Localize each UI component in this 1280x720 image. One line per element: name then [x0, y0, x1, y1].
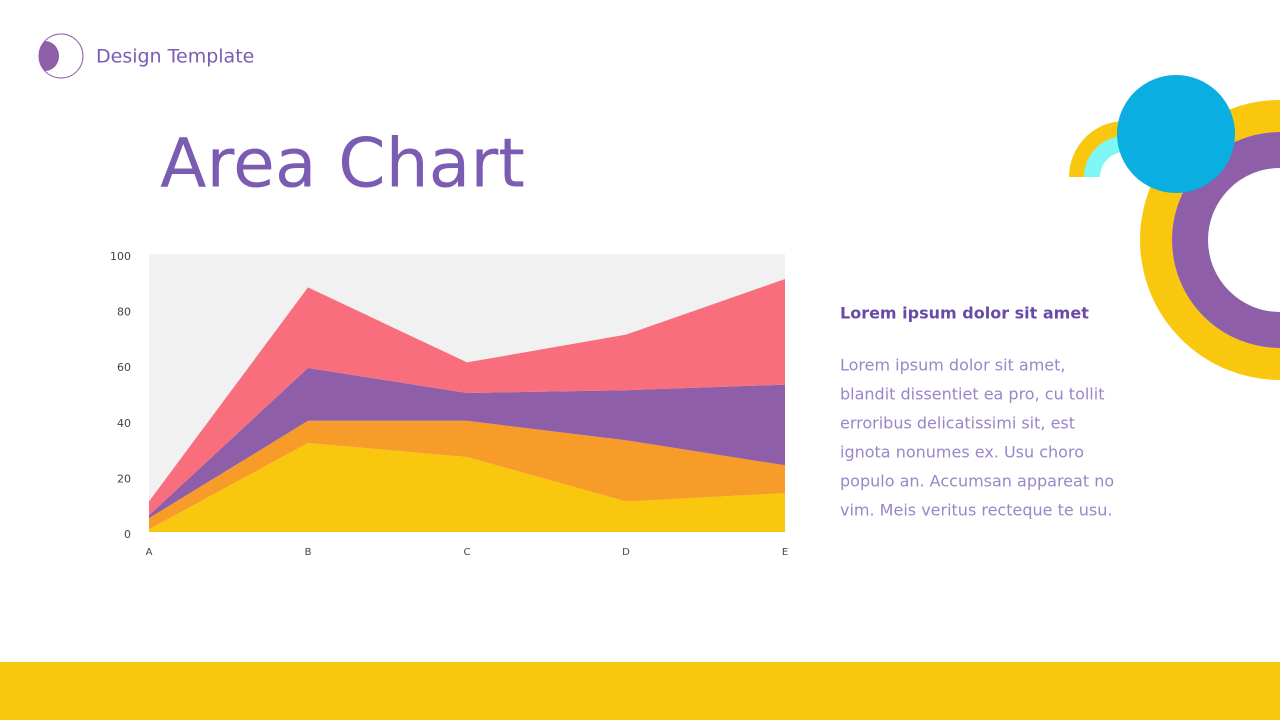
logo-ring	[38, 33, 84, 79]
x-tick-label: A	[146, 547, 153, 558]
body-line: populo an. Accumsan appareat no	[840, 472, 1114, 491]
body-line: vim. Meis veritus recteque te usu.	[840, 501, 1112, 520]
footer-bar	[0, 662, 1280, 720]
x-tick-label: E	[782, 547, 788, 558]
body-line: erroribus delicatissimi sit, est	[840, 414, 1075, 433]
area	[149, 279, 785, 516]
logo-crescent	[39, 41, 59, 71]
area	[149, 420, 785, 530]
body-line: blandit dissentiet ea pro, cu tollit	[840, 385, 1104, 404]
brand: Design Template	[96, 46, 254, 68]
deco-arc-yellow	[1069, 121, 1126, 178]
deco-ring-yellow	[1140, 100, 1280, 380]
body-line: ignota nonumes ex. Usu choro	[840, 443, 1084, 462]
x-tick-label: C	[464, 547, 471, 558]
area	[149, 443, 785, 532]
y-tick-label: 80	[117, 306, 131, 319]
sidebar-heading: Lorem ipsum dolor sit amet	[840, 304, 1089, 323]
area	[149, 367, 785, 519]
deco-ring-purple	[1172, 132, 1280, 348]
y-tick-label: 40	[117, 417, 131, 430]
y-tick-label: 100	[110, 250, 131, 263]
body-line: Lorem ipsum dolor sit amet,	[840, 356, 1066, 375]
chart-title: Area Chart	[160, 125, 525, 204]
y-tick-label: 20	[117, 472, 131, 485]
x-tick-label: D	[622, 547, 630, 558]
y-tick-label: 60	[117, 361, 131, 374]
chart: 0 20 40 60 80 100 A B C D E	[110, 250, 788, 558]
sidebar-body: Lorem ipsum dolor sit amet, blandit disse…	[840, 356, 1114, 520]
deco-circle-blue	[1117, 75, 1235, 193]
y-tick-label: 0	[124, 528, 131, 541]
x-tick-label: B	[305, 547, 312, 558]
